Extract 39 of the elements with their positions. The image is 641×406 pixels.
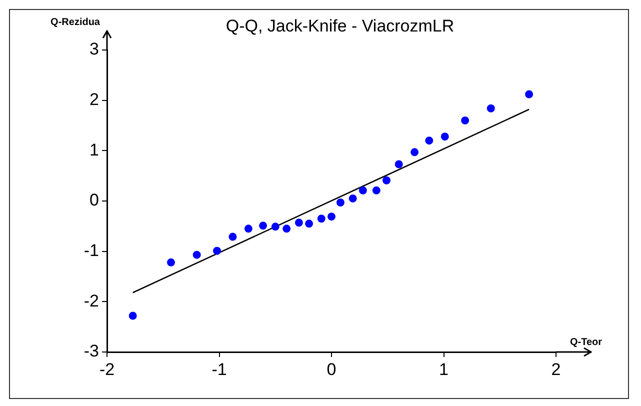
x-tick-label: -1 (212, 360, 227, 379)
point (166, 258, 175, 266)
y-tick-label: -2 (84, 291, 99, 310)
y-tick-label: 3 (90, 40, 99, 59)
y-tick-label: -3 (84, 342, 99, 361)
point (317, 214, 326, 223)
point (192, 250, 201, 259)
point (328, 212, 336, 221)
y-tick-label: 1 (90, 140, 99, 160)
point (525, 90, 534, 98)
point (259, 222, 268, 230)
x-tick-label: 1 (439, 360, 448, 379)
point (348, 194, 357, 202)
point (336, 198, 344, 207)
x-axis-title: Q-Teor (570, 336, 602, 348)
point (372, 186, 380, 194)
point (440, 132, 449, 141)
point (425, 136, 434, 145)
y-axis-title: Q-Rezidua (50, 16, 100, 28)
y-tick-label: -1 (84, 241, 99, 260)
point (394, 160, 403, 168)
point (128, 312, 137, 320)
point (305, 220, 314, 228)
chart-title: Q-Q, Jack-Knife - ViacrozmLR (226, 16, 454, 36)
point (410, 148, 419, 156)
point (244, 224, 252, 233)
x-tick-label: 2 (551, 360, 561, 379)
point (382, 176, 391, 184)
point (486, 104, 495, 112)
point (461, 116, 470, 124)
point (213, 246, 222, 255)
x-tick-label: 0 (326, 360, 336, 379)
point (282, 224, 291, 233)
y-tick-label: 2 (90, 90, 99, 110)
y-tick-label: 0 (90, 190, 99, 210)
point (271, 222, 280, 231)
point (228, 232, 237, 241)
point (358, 186, 367, 194)
point (294, 218, 303, 227)
